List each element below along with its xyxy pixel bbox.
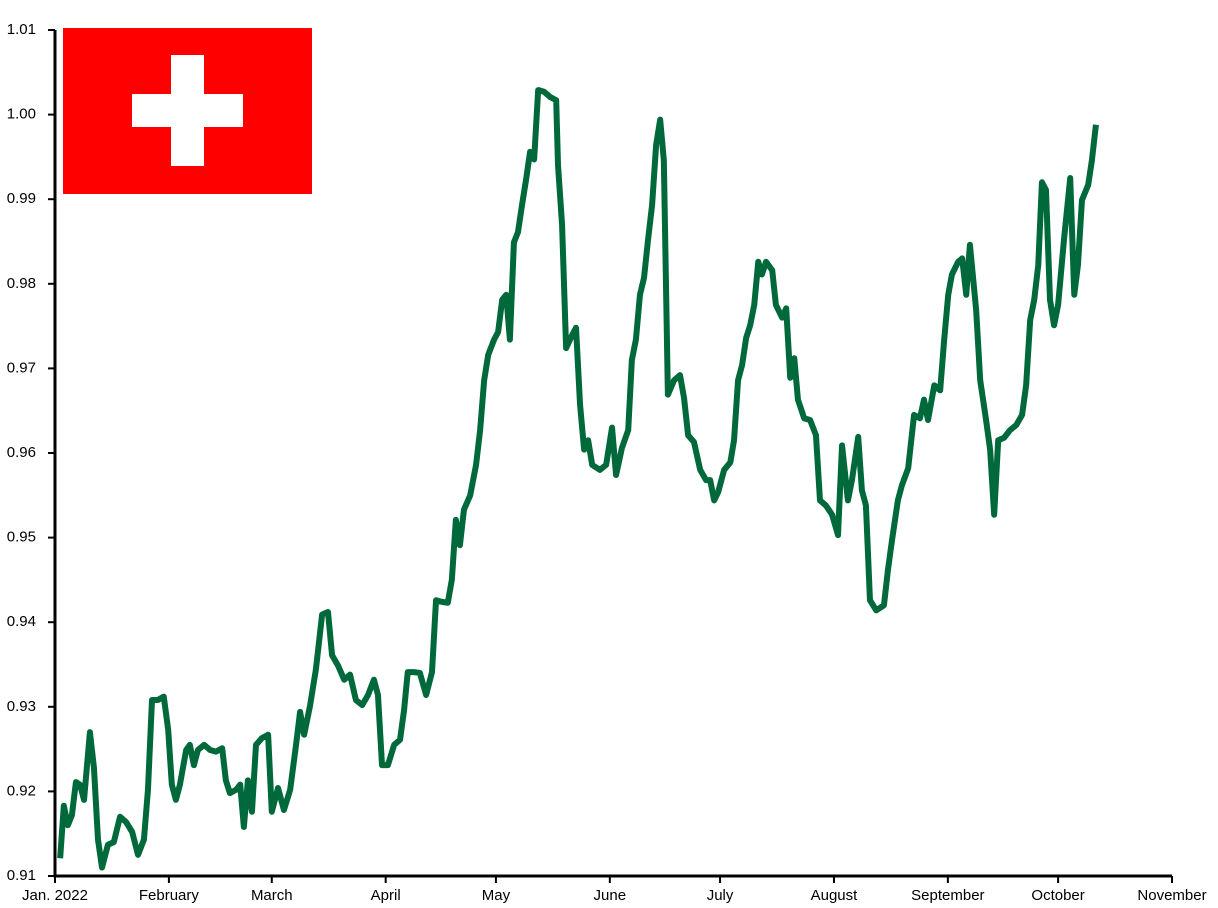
y-tick-label: 0.99 <box>7 190 36 207</box>
y-tick-label: 0.93 <box>7 698 36 715</box>
y-tick-label: 0.92 <box>7 782 36 799</box>
x-tick-label: October <box>1031 887 1084 904</box>
x-tick-label: May <box>482 887 511 904</box>
x-tick-label: November <box>1137 887 1206 904</box>
x-tick-label: Jan. 2022 <box>22 887 88 904</box>
flag-cross <box>132 94 243 127</box>
y-tick-label: 0.98 <box>7 275 36 292</box>
y-tick-label: 0.97 <box>7 359 36 376</box>
y-tick-label: 0.96 <box>7 444 36 461</box>
y-tick-label: 1.01 <box>7 21 36 38</box>
y-tick-label: 0.94 <box>7 613 36 630</box>
x-tick-label: February <box>139 887 200 904</box>
x-tick-label: March <box>251 887 293 904</box>
x-tick-label: September <box>911 887 984 904</box>
y-tick-label: 0.95 <box>7 529 36 546</box>
y-tick-label: 1.00 <box>7 106 36 123</box>
line-series <box>57 87 1099 871</box>
x-tick-label: April <box>371 887 401 904</box>
swiss-flag <box>63 28 312 194</box>
x-tick-label: June <box>594 887 627 904</box>
x-tick-label: July <box>707 887 734 904</box>
x-tick-label: August <box>811 887 859 904</box>
y-tick-label: 0.91 <box>7 867 36 884</box>
